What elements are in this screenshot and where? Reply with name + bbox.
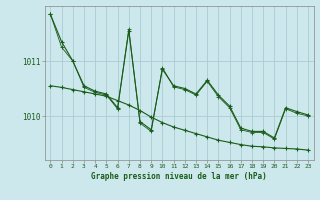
- X-axis label: Graphe pression niveau de la mer (hPa): Graphe pression niveau de la mer (hPa): [91, 172, 267, 181]
